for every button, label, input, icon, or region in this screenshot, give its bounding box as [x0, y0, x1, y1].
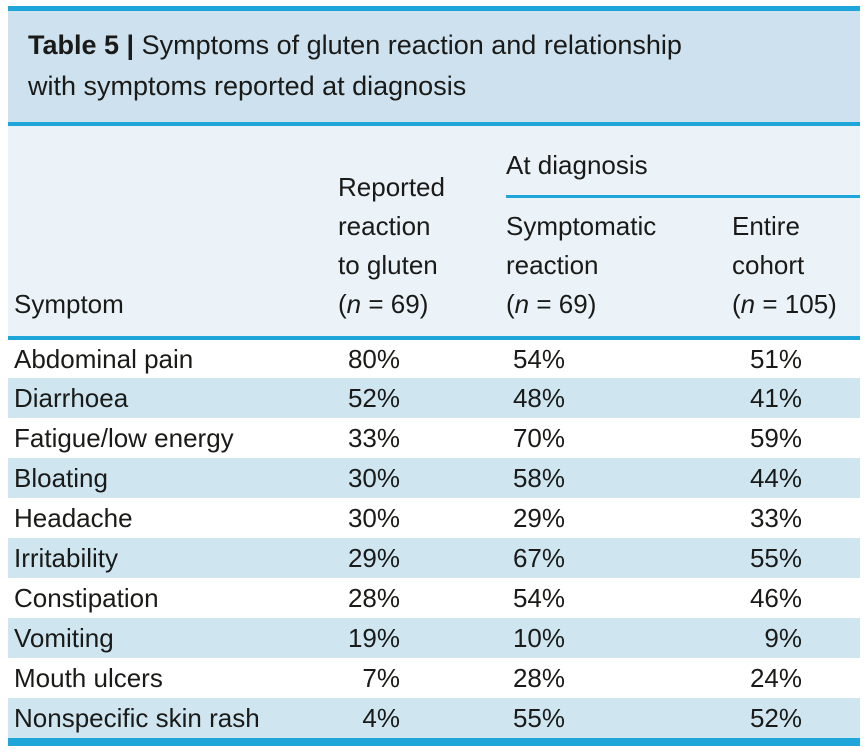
reported-value: 29% — [347, 542, 400, 573]
reported-value: 80% — [347, 343, 400, 374]
symptom-cell: Abdominal pain — [14, 343, 194, 374]
symptomatic-value: 54% — [512, 343, 565, 374]
reported-value: 7% — [362, 662, 400, 693]
title-divider — [8, 122, 860, 126]
column-header-symptom: Symptom — [8, 126, 338, 340]
sample-size-symptomatic: (n = 69) — [506, 289, 597, 319]
entire-value: 59% — [749, 422, 802, 453]
bottom-divider — [8, 738, 860, 746]
entire-value: 33% — [749, 502, 802, 533]
sample-size-entire: (n = 105) — [732, 289, 837, 319]
table5-card: Table 5 | Symptoms of gluten reaction an… — [8, 6, 860, 746]
symptom-cell: Vomiting — [14, 622, 114, 653]
symptomatic-value: 54% — [512, 582, 565, 613]
reported-value: 33% — [347, 422, 400, 453]
symptomatic-value: 48% — [512, 382, 565, 413]
symptom-cell: Fatigue/low energy — [14, 422, 234, 453]
symptomatic-value: 28% — [512, 662, 565, 693]
header-sub-row: Symptomatic reaction (n = 69) Entire coh… — [8, 196, 860, 340]
table-row: Nonspecific skin rash 4% 55% 52% — [8, 698, 860, 738]
entire-value: 51% — [749, 343, 802, 374]
table-row: Vomiting 19% 10% 9% — [8, 618, 860, 658]
table-number-label: Table 5 | — [28, 30, 135, 60]
entire-value: 24% — [749, 662, 802, 693]
symptom-cell: Headache — [14, 502, 133, 533]
symptomatic-value: 58% — [512, 462, 565, 493]
symptomatic-value: 10% — [512, 622, 565, 653]
table-title-line2: with symptoms reported at diagnosis — [28, 71, 467, 101]
symptom-cell: Bloating — [14, 462, 108, 493]
table-row: Diarrhoea 52% 48% 41% — [8, 378, 860, 418]
entire-value: 46% — [749, 582, 802, 613]
table-title: Table 5 | Symptoms of gluten reaction an… — [8, 11, 860, 122]
group-header-at-diagnosis: At diagnosis — [506, 126, 860, 198]
reported-value: 30% — [347, 462, 400, 493]
reported-value: 19% — [347, 622, 400, 653]
table-row: Mouth ulcers 7% 28% 24% — [8, 658, 860, 698]
symptom-cell: Diarrhoea — [14, 382, 129, 413]
header-group-row: Symptom Reported reaction to gluten (n =… — [8, 126, 860, 340]
symptom-cell: Irritability — [14, 542, 119, 573]
sample-size-reported: (n = 69) — [338, 289, 429, 319]
table-row: Headache 30% 29% 33% — [8, 498, 860, 538]
symptom-cell: Mouth ulcers — [14, 662, 163, 693]
table-row: Bloating 30% 58% 44% — [8, 458, 860, 498]
symptomatic-value: 29% — [512, 502, 565, 533]
entire-value: 44% — [749, 462, 802, 493]
reported-value: 4% — [362, 702, 400, 733]
table-header: Symptom Reported reaction to gluten (n =… — [8, 126, 860, 340]
symptomatic-value: 70% — [512, 422, 565, 453]
entire-value: 52% — [749, 702, 802, 733]
entire-value: 55% — [749, 542, 802, 573]
symptom-cell: Nonspecific skin rash — [14, 702, 260, 733]
symptoms-table: Symptom Reported reaction to gluten (n =… — [8, 126, 860, 738]
symptomatic-value: 67% — [512, 542, 565, 573]
symptom-cell: Constipation — [14, 582, 159, 613]
table-row: Fatigue/low energy 33% 70% 59% — [8, 418, 860, 458]
table-row: Constipation 28% 54% 46% — [8, 578, 860, 618]
table-row: Abdominal pain 80% 54% 51% — [8, 338, 860, 378]
table-body: Abdominal pain 80% 54% 51% Diarrhoea 52%… — [8, 338, 860, 738]
top-divider — [8, 6, 860, 11]
reported-value: 28% — [347, 582, 400, 613]
entire-value: 41% — [749, 382, 802, 413]
reported-value: 30% — [347, 502, 400, 533]
reported-value: 52% — [347, 382, 400, 413]
entire-value: 9% — [764, 622, 802, 653]
column-header-entire-cohort: Entire cohort (n = 105) — [732, 196, 860, 340]
table-title-line1: Symptoms of gluten reaction and relation… — [141, 30, 682, 60]
symptomatic-value: 55% — [512, 702, 565, 733]
column-header-symptomatic-reaction: Symptomatic reaction (n = 69) — [506, 196, 732, 340]
table-row: Irritability 29% 67% 55% — [8, 538, 860, 578]
column-header-reported-reaction: Reported reaction to gluten (n = 69) — [338, 126, 506, 340]
